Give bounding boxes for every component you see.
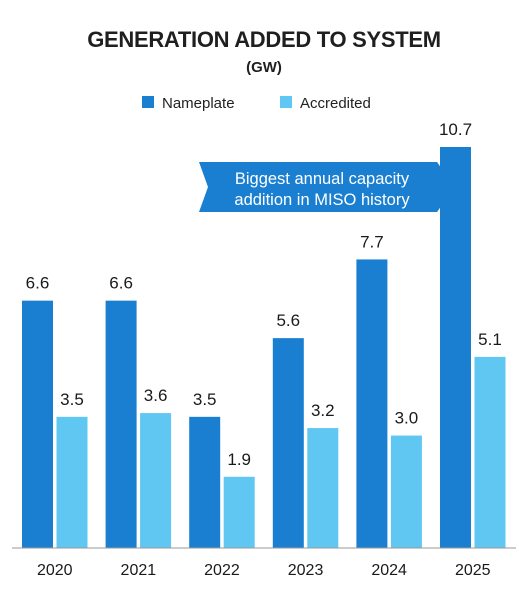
- x-tick-2021: 2021: [121, 562, 157, 579]
- bar-nameplate-2022: [189, 416, 221, 548]
- value-label-accredited-2021: 3.6: [144, 386, 168, 405]
- bar-nameplate-2021: [105, 300, 137, 548]
- value-label-accredited-2023: 3.2: [311, 401, 335, 420]
- chart-subtitle: (GW): [246, 59, 282, 76]
- bar-accredited-2021: [140, 413, 172, 548]
- bar-nameplate-2024: [356, 259, 388, 548]
- value-label-nameplate-2024: 7.7: [360, 232, 384, 251]
- x-tick-2022: 2022: [204, 562, 240, 579]
- value-label-nameplate-2020: 6.6: [26, 274, 50, 293]
- legend-swatch-accredited: [280, 96, 292, 108]
- callout-line-2: addition in MISO history: [234, 191, 410, 209]
- value-label-nameplate-2021: 6.6: [109, 274, 133, 293]
- bar-accredited-2022: [223, 476, 255, 548]
- value-label-nameplate-2023: 5.6: [276, 311, 300, 330]
- x-tick-2025: 2025: [455, 562, 491, 579]
- x-tick-2020: 2020: [37, 562, 73, 579]
- value-labels: 6.6 3.5 6.6 3.6 3.5 1.9 5.6 3.2 7.7 3.0 10.7 5.1: [26, 120, 502, 469]
- value-label-accredited-2022: 1.9: [227, 450, 251, 469]
- x-tick-2023: 2023: [288, 562, 324, 579]
- legend-swatch-nameplate: [142, 96, 154, 108]
- bars: [22, 147, 506, 548]
- value-label-accredited-2024: 3.0: [395, 409, 419, 428]
- bar-nameplate-2020: [22, 300, 53, 548]
- bar-nameplate-2025: [440, 147, 471, 548]
- value-label-nameplate-2025: 10.7: [439, 120, 472, 139]
- value-label-accredited-2020: 3.5: [60, 390, 84, 409]
- callout-arrow-shape: [199, 162, 455, 212]
- value-label-nameplate-2022: 3.5: [193, 390, 217, 409]
- annotation-callout: Biggest annual capacity addition in MISO…: [199, 162, 455, 212]
- legend-label-accredited: Accredited: [300, 95, 371, 112]
- callout-line-1: Biggest annual capacity: [235, 170, 410, 188]
- bar-accredited-2025: [474, 356, 506, 548]
- legend-label-nameplate: Nameplate: [162, 95, 235, 112]
- bar-accredited-2023: [307, 428, 339, 548]
- bar-accredited-2024: [390, 435, 422, 548]
- x-axis-ticks: 2020 2021 2022 2023 2024 2025: [37, 562, 491, 579]
- value-label-accredited-2025: 5.1: [478, 330, 502, 349]
- bar-nameplate-2023: [272, 338, 304, 548]
- chart-title: GENERATION ADDED TO SYSTEM: [87, 27, 441, 52]
- legend: Nameplate Accredited: [142, 95, 371, 112]
- bar-accredited-2020: [56, 416, 88, 548]
- x-tick-2024: 2024: [371, 562, 407, 579]
